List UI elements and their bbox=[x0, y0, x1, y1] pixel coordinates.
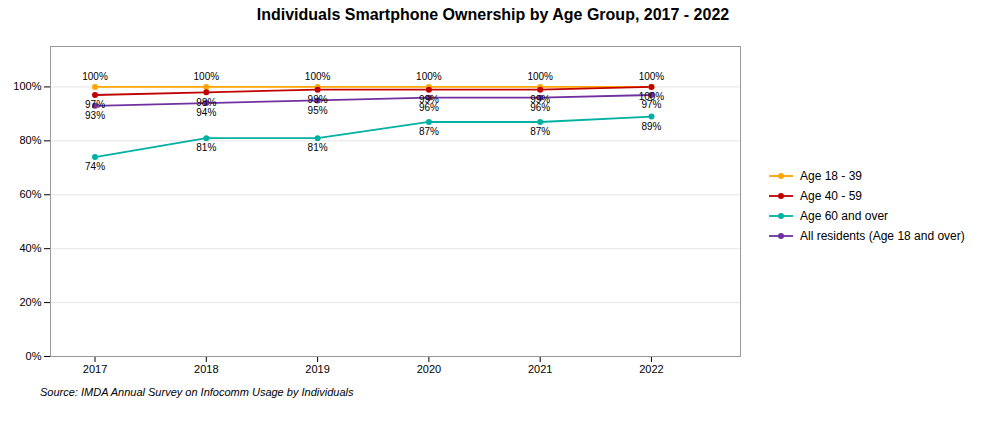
svg-text:81%: 81% bbox=[196, 142, 216, 153]
svg-text:0%: 0% bbox=[26, 350, 42, 362]
svg-text:40%: 40% bbox=[19, 242, 41, 254]
svg-text:94%: 94% bbox=[196, 107, 216, 118]
svg-text:95%: 95% bbox=[308, 105, 328, 116]
svg-text:2019: 2019 bbox=[305, 363, 329, 375]
svg-text:60%: 60% bbox=[19, 188, 41, 200]
html-text:Age 60 and over: Age 60 and over bbox=[800, 209, 889, 223]
svg-text:100%: 100% bbox=[13, 80, 41, 92]
svg-text:99%: 99% bbox=[418, 93, 439, 105]
svg-text:100%: 100% bbox=[305, 71, 331, 82]
svg-text:2021: 2021 bbox=[528, 363, 552, 375]
svg-text:80%: 80% bbox=[19, 134, 41, 146]
svg-text:100%: 100% bbox=[416, 71, 442, 82]
svg-text:96%: 96% bbox=[530, 102, 550, 113]
svg-text:100%: 100% bbox=[639, 71, 665, 82]
svg-text:100%: 100% bbox=[82, 71, 108, 82]
svg-text:2018: 2018 bbox=[194, 363, 218, 375]
html-text:Age 40 - 59: Age 40 - 59 bbox=[800, 189, 862, 203]
svg-text:2022: 2022 bbox=[639, 363, 663, 375]
html-text:Age 18 - 39: Age 18 - 39 bbox=[800, 169, 862, 183]
svg-text:2017: 2017 bbox=[83, 363, 107, 375]
svg-text:99%: 99% bbox=[308, 94, 328, 105]
svg-text:87%: 87% bbox=[419, 126, 439, 137]
svg-text:93%: 93% bbox=[85, 110, 105, 121]
html-text:Individuals Smartphone Ownersh: Individuals Smartphone Ownership by Age … bbox=[256, 6, 730, 23]
svg-text:99%: 99% bbox=[530, 93, 551, 105]
html-text:Source: IMDA Annual Survey on: Source: IMDA Annual Survey on Infocomm U… bbox=[40, 386, 354, 398]
svg-text:98%: 98% bbox=[196, 97, 216, 108]
svg-text:97%: 97% bbox=[85, 99, 105, 110]
svg-text:97%: 97% bbox=[641, 99, 661, 110]
svg-text:81%: 81% bbox=[308, 142, 328, 153]
svg-text:87%: 87% bbox=[530, 126, 550, 137]
svg-text:96%: 96% bbox=[419, 102, 439, 113]
svg-text:74%: 74% bbox=[85, 161, 105, 172]
svg-text:89%: 89% bbox=[641, 121, 661, 132]
svg-text:20%: 20% bbox=[19, 296, 41, 308]
svg-text:100%: 100% bbox=[527, 71, 553, 82]
svg-text:2020: 2020 bbox=[417, 363, 441, 375]
svg-text:100%: 100% bbox=[638, 91, 665, 103]
html-text:All residents (Age 18 and over: All residents (Age 18 and over) bbox=[800, 229, 965, 243]
svg-text:100%: 100% bbox=[194, 71, 220, 82]
